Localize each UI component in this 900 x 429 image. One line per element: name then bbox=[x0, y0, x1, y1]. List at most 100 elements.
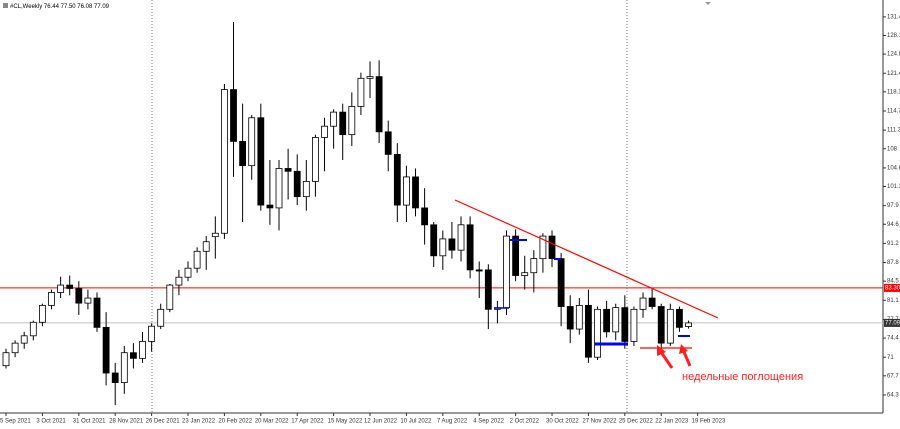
x-tick-label: 19 Feb 2023 bbox=[692, 419, 726, 425]
y-tick-label: 71 bbox=[887, 355, 894, 361]
marks bbox=[0, 21, 883, 406]
candle-body bbox=[457, 224, 465, 251]
candle-body bbox=[657, 306, 665, 344]
candle-body bbox=[621, 307, 629, 342]
candle-body bbox=[421, 207, 429, 226]
candle-body bbox=[66, 284, 74, 289]
candle-body bbox=[221, 89, 228, 234]
candle-body bbox=[330, 111, 338, 127]
candle-body bbox=[430, 224, 438, 257]
header-symbol: #CL,Weekly bbox=[10, 4, 42, 10]
header-open: 76.44 bbox=[44, 4, 60, 10]
x-tick-label: 26 Dec 2021 bbox=[146, 419, 181, 425]
header: #CL,Weekly 76.44 77.50 76.08 77.09 bbox=[10, 4, 110, 10]
candle-body bbox=[230, 89, 237, 142]
y-tick-label: 121.4 bbox=[887, 71, 900, 77]
candle-body bbox=[202, 241, 210, 252]
candle-body bbox=[594, 308, 601, 358]
x-tick-label: 12 Jun 2022 bbox=[364, 419, 398, 425]
candle-body bbox=[2, 352, 10, 367]
candle-body bbox=[257, 117, 265, 206]
x-tick-label: 4 Sep 2022 bbox=[473, 419, 504, 425]
x-tick-label: 23 Jan 2022 bbox=[182, 419, 216, 425]
candle-body bbox=[557, 258, 565, 307]
candle-body bbox=[339, 111, 347, 136]
candle-body bbox=[357, 77, 365, 107]
price-line-label: 77.09 bbox=[885, 320, 900, 326]
y-tick-label: 81.1 bbox=[887, 298, 899, 304]
candle-body bbox=[84, 297, 92, 304]
y-tick-label: 94.6 bbox=[887, 222, 899, 228]
candle-body bbox=[412, 176, 419, 209]
candle-body bbox=[130, 352, 137, 359]
candle-body bbox=[321, 125, 328, 138]
candle-body bbox=[530, 258, 538, 274]
trend-line bbox=[454, 199, 719, 319]
candle-body bbox=[148, 325, 156, 342]
candle-body bbox=[466, 224, 474, 271]
y-tick-label: 74.4 bbox=[887, 336, 899, 342]
candle-body bbox=[193, 250, 201, 269]
candle-body bbox=[603, 308, 611, 333]
x-tick-label: 10 Jul 2022 bbox=[400, 419, 432, 425]
arrows bbox=[657, 344, 692, 369]
x-tick-label: 2 Oct 2022 bbox=[510, 419, 540, 425]
candle-body bbox=[20, 335, 28, 344]
candle-body bbox=[175, 276, 183, 286]
candle-body bbox=[630, 308, 638, 342]
candle-body bbox=[275, 168, 283, 209]
header-high: 77.50 bbox=[61, 4, 77, 10]
candle-body bbox=[348, 106, 356, 136]
candle-body bbox=[666, 308, 674, 344]
candle-body bbox=[548, 235, 556, 260]
y-tick-label: 87.8 bbox=[887, 260, 899, 266]
header-low: 76.08 bbox=[77, 4, 93, 10]
candle-body bbox=[139, 341, 146, 359]
y-tick-label: 111.3 bbox=[887, 128, 900, 134]
y-tick-label: 124.8 bbox=[887, 52, 900, 58]
candle-body bbox=[475, 269, 483, 272]
arrow-head bbox=[679, 344, 688, 354]
candle-body bbox=[39, 304, 46, 323]
candle-body bbox=[585, 304, 592, 358]
candle-body bbox=[484, 269, 492, 310]
candle-body bbox=[448, 238, 456, 251]
candle-body bbox=[248, 117, 256, 167]
arrow bbox=[682, 351, 692, 367]
y-tick-label: 91.2 bbox=[887, 241, 899, 247]
candle-body bbox=[157, 308, 165, 327]
candle-body bbox=[612, 307, 620, 333]
candle-body bbox=[57, 284, 65, 293]
y-tick-label: 118.1 bbox=[887, 89, 900, 95]
y-tick-label: 108 bbox=[887, 146, 898, 152]
arrow-head bbox=[657, 345, 666, 356]
y-tick-label: 131.4 bbox=[887, 14, 900, 20]
x-tick-label: 3 Oct 2021 bbox=[36, 419, 66, 425]
y-tick-label: 128.1 bbox=[887, 33, 900, 39]
candle-body bbox=[685, 322, 692, 327]
y-tick-label: 84.5 bbox=[887, 279, 899, 285]
candle-body bbox=[366, 76, 374, 79]
candle-body bbox=[566, 306, 574, 330]
candle-body bbox=[111, 372, 119, 383]
x-tick-label: 7 Aug 2022 bbox=[437, 419, 468, 425]
candle-body bbox=[102, 326, 110, 374]
symbol-icon bbox=[3, 3, 8, 8]
candle-body bbox=[676, 308, 683, 328]
candle-body bbox=[393, 153, 401, 206]
candle-body bbox=[184, 267, 192, 278]
annotation: недельные поглощения bbox=[682, 371, 803, 383]
shift-marker bbox=[705, 2, 711, 5]
y-tick-label: 114.7 bbox=[887, 109, 900, 115]
candle-body bbox=[166, 284, 174, 310]
candle-body bbox=[539, 235, 547, 260]
x-tick-label: 31 Oct 2021 bbox=[73, 419, 106, 425]
x-tick-label: 20 Mar 2022 bbox=[255, 419, 289, 425]
x-tick-label: 30 Oct 2022 bbox=[546, 419, 579, 425]
candle-body bbox=[284, 168, 292, 172]
x-tick-label: 15 May 2022 bbox=[328, 419, 363, 425]
candle-body bbox=[29, 321, 37, 337]
candle-body bbox=[120, 352, 128, 383]
candle-body bbox=[639, 297, 647, 310]
